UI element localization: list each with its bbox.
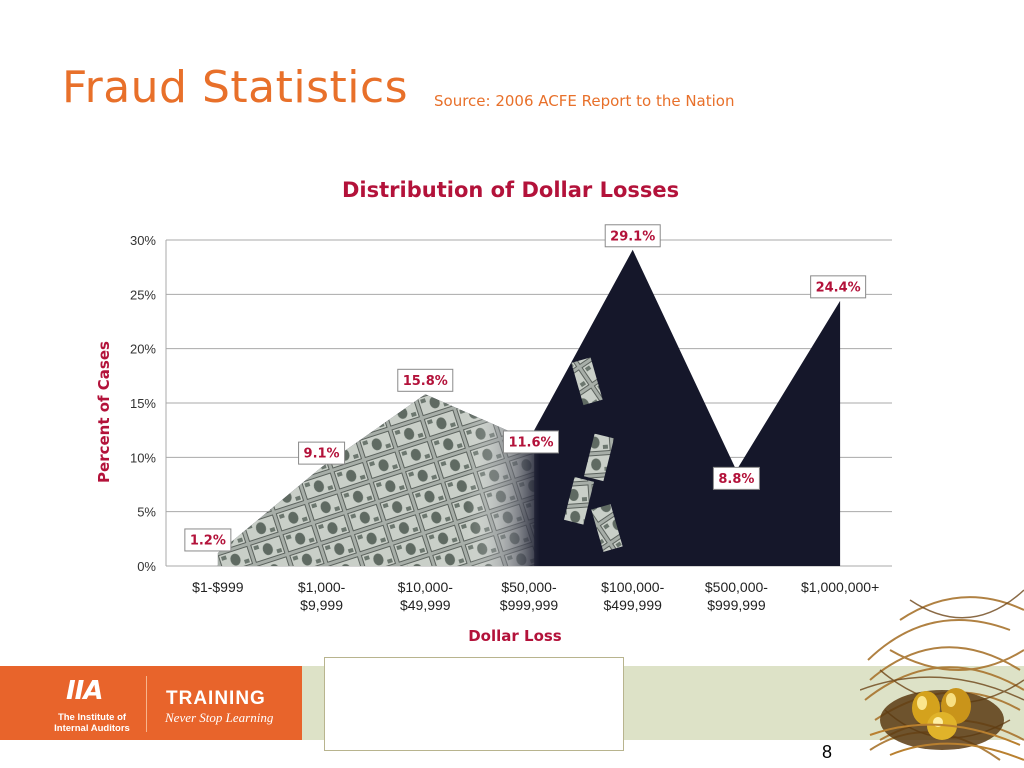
data-label-box xyxy=(184,528,232,552)
dollar-bill xyxy=(571,357,603,406)
x-axis-title: Dollar Loss xyxy=(468,627,562,645)
data-label: 8.8% xyxy=(718,472,754,487)
data-label: 11.6% xyxy=(508,435,553,450)
data-label-box xyxy=(503,430,559,454)
slide-title: Fraud Statistics xyxy=(62,62,409,113)
org-name: The Institute of Internal Auditors xyxy=(54,712,130,734)
golden-egg-nest-image xyxy=(860,589,1024,761)
training-tagline: Never Stop Learning xyxy=(165,710,274,725)
area-chart: 0% 5% 10% 15% 20% 25% 30% $1-$999 $1,000- $9,999 $… xyxy=(95,224,892,645)
footer-brand-panel xyxy=(0,666,302,740)
y-tick-label: 0% xyxy=(137,559,156,574)
x-tick-label: $1,000,000+ xyxy=(801,579,879,595)
dollar-bill xyxy=(563,477,595,525)
iia-logo: IIA xyxy=(66,676,103,706)
data-label-box xyxy=(810,275,867,299)
data-label: 29.1% xyxy=(610,229,655,244)
data-label: 1.2% xyxy=(190,533,226,548)
dollar-bill xyxy=(583,433,615,482)
footer-divider xyxy=(146,676,147,732)
y-tick-label: 25% xyxy=(130,287,156,302)
data-label: 15.8% xyxy=(403,374,448,389)
footer-blank-box xyxy=(324,657,624,751)
x-tick-label: $499,999 xyxy=(604,597,663,613)
data-label-box xyxy=(298,441,346,465)
x-tick-label: $50,000- xyxy=(501,579,557,595)
dollar-bill xyxy=(591,504,623,552)
data-label-box xyxy=(397,368,454,392)
y-tick-label: 20% xyxy=(130,342,156,357)
y-tick-label: 5% xyxy=(137,505,156,520)
x-tick-label: $9,999 xyxy=(300,597,343,613)
chart-title: Distribution of Dollar Losses xyxy=(342,178,680,202)
training-label: TRAINING xyxy=(166,688,266,709)
data-label: 24.4% xyxy=(816,280,861,295)
x-tick-label: $1,000- xyxy=(298,579,346,595)
x-tick-label: $999,999 xyxy=(500,597,559,613)
y-tick-label: 30% xyxy=(130,233,156,248)
page-number: 8 xyxy=(822,742,833,762)
y-tick-label: 15% xyxy=(130,396,156,411)
x-tick-label: $10,000- xyxy=(398,579,454,595)
x-tick-label: $49,999 xyxy=(400,597,451,613)
y-tick-label: 10% xyxy=(130,450,156,465)
x-tick-label: $500,000- xyxy=(705,579,768,595)
y-axis-title: Percent of Cases xyxy=(95,341,113,483)
x-tick-label: $999,999 xyxy=(707,597,766,613)
data-label-box xyxy=(604,224,661,248)
data-label-box xyxy=(712,466,760,490)
slide-source: Source: 2006 ACFE Report to the Nation xyxy=(434,92,735,110)
x-tick-label: $100,000- xyxy=(601,579,664,595)
x-tick-label: $1-$999 xyxy=(192,579,244,595)
data-label: 9.1% xyxy=(304,447,340,462)
